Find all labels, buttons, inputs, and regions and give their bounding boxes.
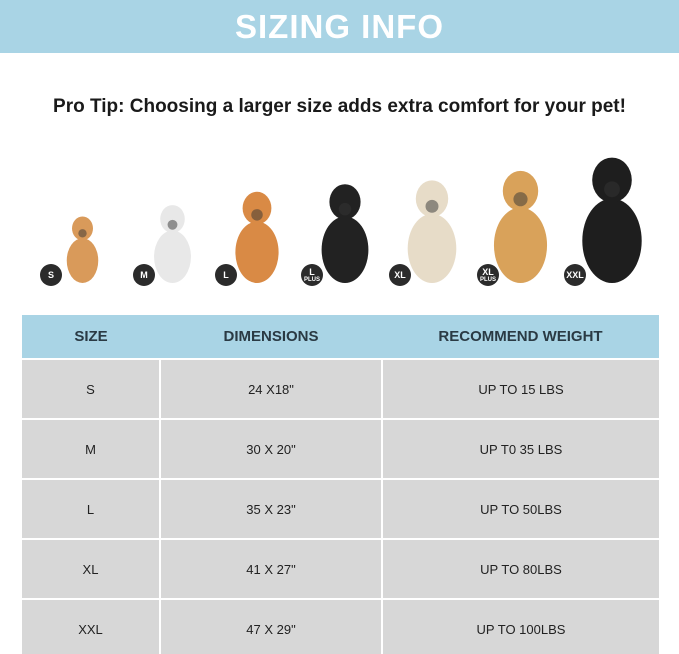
size-badge: M (133, 264, 155, 286)
cell-dimensions: 24 X18" (159, 358, 383, 420)
cell-size: S (22, 358, 161, 420)
badge-label: XL (394, 270, 406, 280)
size-table: SIZE DIMENSIONS RECOMMEND WEIGHT S 24 X18… (22, 315, 659, 654)
header-dimensions: DIMENSIONS (160, 315, 382, 359)
cell-weight: UP TO 80LBS (381, 538, 659, 600)
badge-label: XXL (566, 270, 584, 280)
size-badge: L PLUS (301, 264, 323, 286)
dog-image (66, 216, 98, 283)
cell-dimensions: 30 X 20" (159, 418, 383, 480)
cell-size: M (22, 418, 161, 480)
table-row: XXL 47 X 29" UP TO 100LBS (22, 598, 659, 654)
dog-image (321, 184, 369, 283)
cell-weight: UP TO 100LBS (381, 598, 659, 654)
cell-size: L (22, 478, 161, 540)
table-header-row: SIZE DIMENSIONS RECOMMEND WEIGHT (22, 315, 659, 359)
table-row: L 35 X 23" UP TO 50LBS (22, 478, 659, 540)
dog-size-lineup: S M L L PLUS XL XL PLUS XXL (0, 145, 679, 290)
table-row: XL 41 X 27" UP TO 80LBS (22, 538, 659, 600)
cell-weight: UP T0 35 LBS (381, 418, 659, 480)
cell-size: XXL (22, 598, 161, 654)
cell-weight: UP TO 15 LBS (381, 358, 659, 420)
badge-label: M (140, 270, 148, 280)
cell-dimensions: 41 X 27" (159, 538, 383, 600)
badge-sublabel: PLUS (303, 276, 320, 283)
table-row: M 30 X 20" UP T0 35 LBS (22, 418, 659, 480)
badge-label: XL (482, 266, 494, 277)
badge-sublabel: PLUS (479, 276, 496, 283)
size-badge: XL PLUS (477, 264, 499, 286)
pro-tip: Pro Tip: Choosing a larger size adds ext… (53, 96, 626, 117)
size-badge: XXL (564, 264, 586, 286)
size-badge: L (215, 264, 237, 286)
cell-weight: UP TO 50LBS (381, 478, 659, 540)
badge-label: L (309, 266, 315, 277)
badge-label: L (223, 270, 229, 280)
dog-image (235, 191, 279, 283)
size-badge: S (40, 264, 62, 286)
dog-image (582, 157, 642, 283)
header-size: SIZE (22, 315, 160, 359)
cell-dimensions: 47 X 29" (159, 598, 383, 654)
title-banner: SIZING INFO (0, 0, 679, 53)
table-row: S 24 X18" UP TO 15 LBS (22, 358, 659, 420)
dog-image (153, 205, 191, 283)
dog-image (407, 180, 457, 283)
dog-image (493, 170, 547, 283)
cell-dimensions: 35 X 23" (159, 478, 383, 540)
badge-label: S (47, 270, 54, 280)
page-title: SIZING INFO (235, 7, 444, 45)
cell-size: XL (22, 538, 161, 600)
size-badge: XL (389, 264, 411, 286)
header-weight: RECOMMEND WEIGHT (382, 315, 659, 359)
